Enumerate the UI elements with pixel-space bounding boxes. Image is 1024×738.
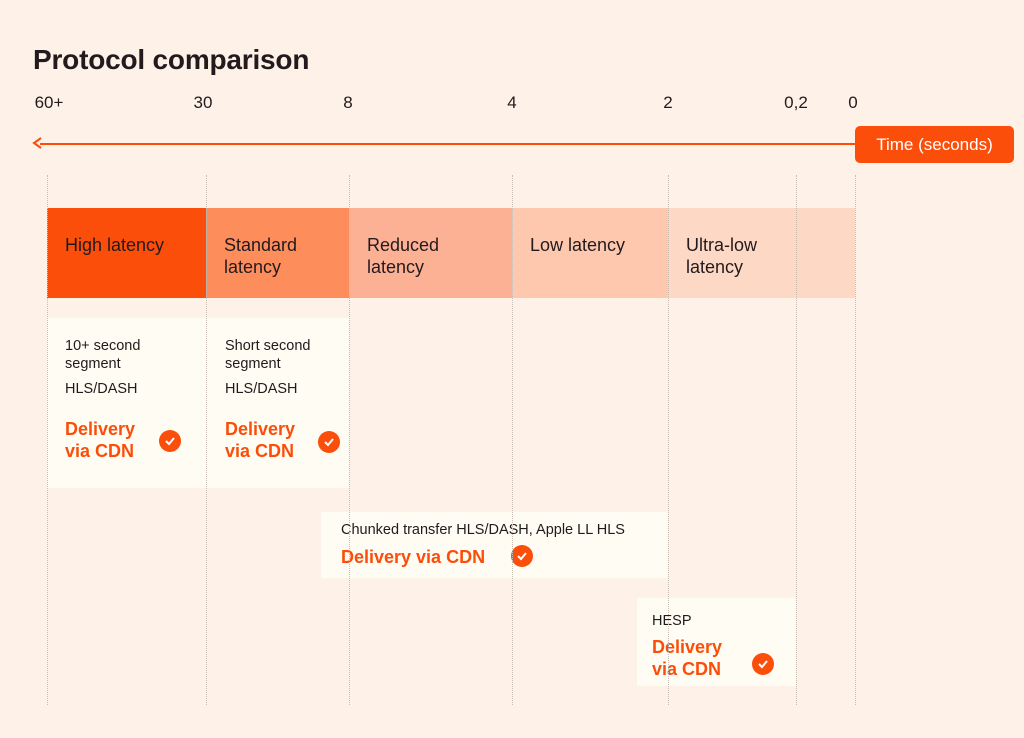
- grid-line: [206, 175, 207, 705]
- arrow-left-icon: [32, 137, 42, 149]
- delivery-label: Delivery via CDN: [652, 637, 723, 679]
- band-high-latency: High latency: [47, 208, 206, 298]
- card-chunked-transfer: Chunked transfer HLS/DASH, Apple LL HLS …: [321, 512, 668, 578]
- tick-label: 8: [343, 93, 353, 112]
- card-standard-latency: Short second segment HLS/DASH Delivery v…: [206, 318, 349, 488]
- protocol-text: HLS/DASH: [225, 381, 298, 397]
- delivery-label: Delivery via CDN: [65, 419, 136, 461]
- grid-line: [668, 175, 669, 705]
- tick-label: 60+: [34, 93, 64, 112]
- card-high-latency: 10+ second segment HLS/DASH Delivery via…: [47, 318, 206, 488]
- grid-line: [47, 175, 48, 705]
- check-circle-icon: [318, 431, 340, 453]
- card-hesp: HESP Delivery via CDN: [637, 598, 796, 686]
- segment-text: 10+ second segment: [65, 338, 141, 372]
- delivery-label: Delivery via CDN: [341, 547, 486, 567]
- check-circle-icon: [511, 545, 533, 567]
- tick-label: 2: [663, 93, 673, 112]
- band-label: Low latency: [530, 235, 626, 255]
- protocol-text: HLS/DASH: [65, 381, 138, 397]
- check-circle-icon: [159, 430, 181, 452]
- segment-text: Short second segment: [225, 338, 311, 372]
- grid-line: [855, 175, 856, 705]
- band-label: Ultra-low latency: [686, 235, 758, 277]
- band-low-latency: Low latency: [512, 208, 668, 298]
- band-label: Reduced latency: [367, 235, 440, 277]
- delivery-label: Delivery via CDN: [225, 419, 296, 461]
- page-title: Protocol comparison: [33, 44, 310, 75]
- grid-line: [349, 175, 350, 705]
- tick-label: 30: [193, 93, 213, 112]
- band-reduced-latency: Reduced latency: [349, 208, 512, 298]
- check-circle-icon: [752, 653, 774, 675]
- tick-label: 0,2: [784, 93, 808, 112]
- band-standard-latency: Standard latency: [206, 208, 349, 298]
- band-label: High latency: [65, 235, 165, 255]
- grid-line: [512, 175, 513, 705]
- time-axis-label: Time (seconds): [855, 126, 1014, 163]
- grid-line: [796, 175, 797, 705]
- time-axis-line: [40, 143, 858, 145]
- tick-label: 0: [848, 93, 858, 112]
- protocol-text: Chunked transfer HLS/DASH, Apple LL HLS: [341, 522, 625, 538]
- band-label: Standard latency: [224, 235, 298, 277]
- tick-label: 4: [507, 93, 517, 112]
- protocol-text: HESP: [652, 613, 692, 629]
- band-ultra-low-latency: Ultra-low latency: [668, 208, 855, 298]
